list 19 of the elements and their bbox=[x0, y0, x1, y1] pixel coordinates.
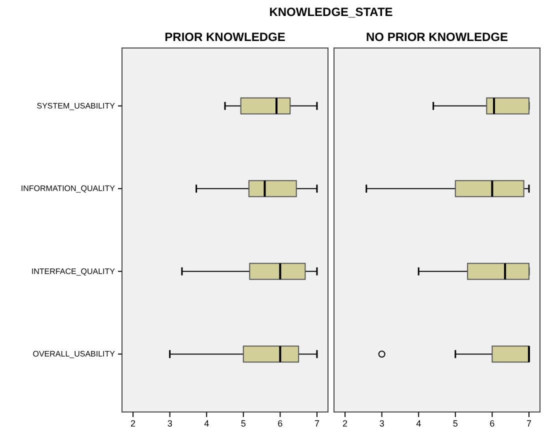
x-tick-label: 2 bbox=[130, 418, 136, 428]
chart-title: KNOWLEDGE_STATE bbox=[269, 5, 393, 19]
y-tick-label: INFORMATION_QUALITY bbox=[20, 184, 116, 194]
y-tick-label: INTERFACE_QUALITY bbox=[31, 266, 116, 276]
y-tick-label: OVERALL_USABILITY bbox=[32, 350, 116, 359]
x-tick-label: 5 bbox=[240, 418, 246, 428]
x-tick-label: 3 bbox=[167, 418, 172, 428]
x-tick-label: 3 bbox=[379, 418, 384, 428]
x-tick-label: 5 bbox=[452, 418, 458, 428]
x-tick-label: 7 bbox=[526, 418, 532, 428]
x-tick-label: 4 bbox=[204, 418, 210, 428]
x-tick-label: 6 bbox=[278, 418, 283, 428]
chart-subtitle: NO PRIOR KNOWLEDGE bbox=[366, 30, 508, 44]
x-tick-label: 4 bbox=[416, 418, 422, 428]
y-tick-label: SYSTEM_USABILITY bbox=[36, 101, 116, 110]
x-tick-label: 7 bbox=[314, 418, 320, 428]
chart-subtitle: PRIOR KNOWLEDGE bbox=[164, 30, 286, 44]
x-tick-label: 2 bbox=[342, 418, 348, 428]
x-tick-label: 6 bbox=[490, 418, 495, 428]
